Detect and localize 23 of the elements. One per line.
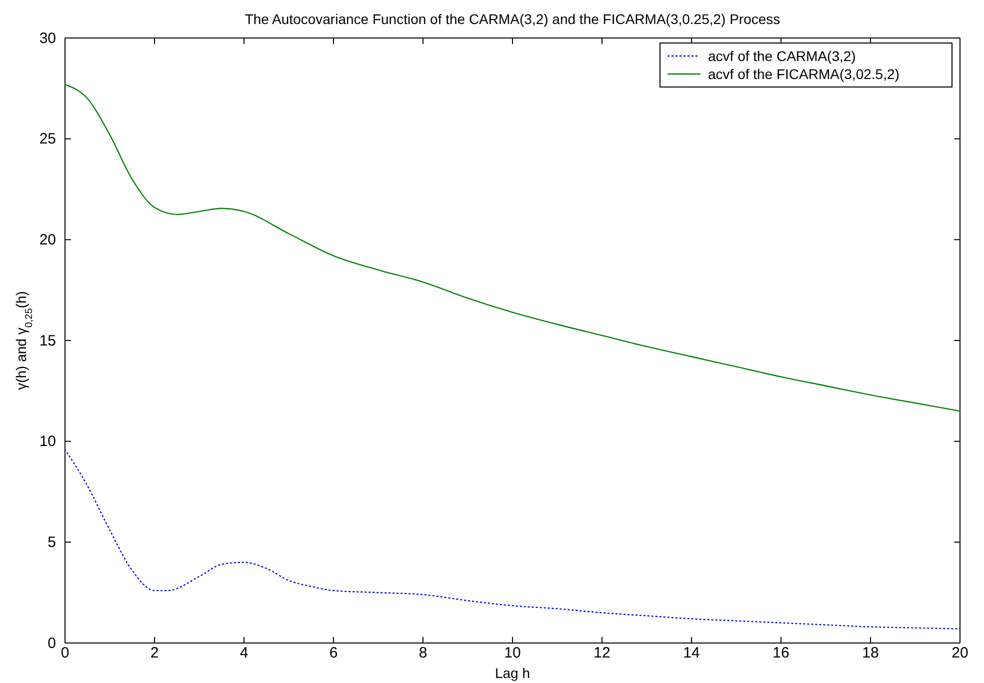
x-axis-title: Lag h <box>494 665 530 681</box>
y-tick-label: 20 <box>39 231 56 248</box>
x-tick-label: 8 <box>418 644 428 662</box>
y-tick-label: 10 <box>39 433 56 450</box>
chart-title: The Autocovariance Function of the CARMA(3,2) and the FICARMA(3,0.25,2) Process <box>244 11 780 27</box>
y-tick-label: 5 <box>48 534 56 551</box>
x-tick-label: 20 <box>952 644 968 662</box>
x-tick-label: 2 <box>150 644 159 662</box>
y-tick-label: 25 <box>39 130 56 148</box>
x-tick-label: 12 <box>594 644 610 662</box>
x-tick-label: 6 <box>329 644 338 662</box>
x-tick-label: 10 <box>504 644 521 662</box>
x-tick-label: 4 <box>240 644 248 662</box>
line-series <box>64 84 961 412</box>
legend-label: acvf of the FICARMA(3,02.5,2) <box>708 66 900 82</box>
legend-label: acvf of the CARMA(3,2) <box>708 48 856 64</box>
y-tick-label: 30 <box>39 30 56 47</box>
x-tick-label: 14 <box>683 644 700 662</box>
x-tick-label: 16 <box>772 644 790 662</box>
line-series <box>64 448 961 630</box>
x-tick-label: 18 <box>862 644 879 662</box>
x-tick-label: 0 <box>60 644 70 662</box>
y-tick-label: 15 <box>39 332 56 350</box>
